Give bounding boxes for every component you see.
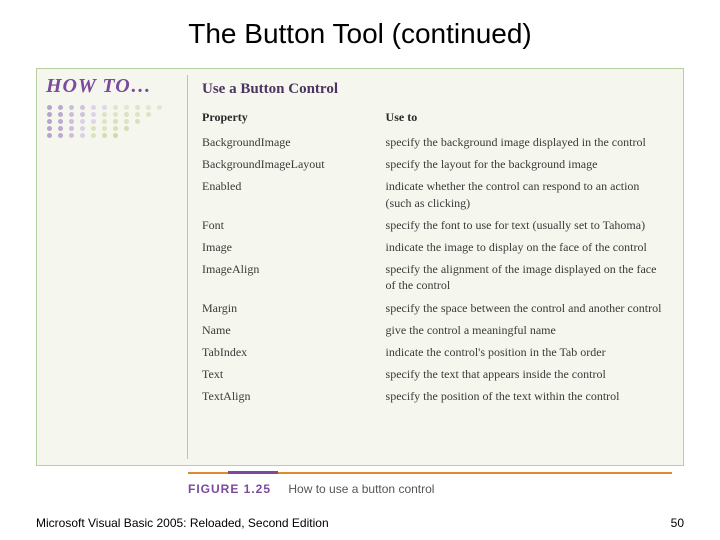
slide-footer: Microsoft Visual Basic 2005: Reloaded, S… bbox=[36, 516, 684, 530]
column-header-property: Property bbox=[188, 108, 372, 131]
slide-title: The Button Tool (continued) bbox=[0, 0, 720, 60]
figure-box: HOW TO… Use a Button Control Property Us… bbox=[36, 68, 684, 466]
table-row: ImageAlignspecify the alignment of the i… bbox=[188, 258, 671, 296]
property-use: specify the font to use for text (usuall… bbox=[372, 214, 671, 236]
property-table: Property Use to BackgroundImagespecify t… bbox=[188, 108, 671, 407]
property-name: TabIndex bbox=[188, 341, 372, 363]
column-header-use: Use to bbox=[372, 108, 671, 131]
table-row: Textspecify the text that appears inside… bbox=[188, 363, 671, 385]
property-name: ImageAlign bbox=[188, 258, 372, 296]
property-name: TextAlign bbox=[188, 385, 372, 407]
decorative-dot-grid bbox=[47, 103, 168, 138]
howto-label: HOW TO… bbox=[46, 75, 152, 98]
property-use: indicate the image to display on the fac… bbox=[372, 236, 671, 258]
property-name: Image bbox=[188, 236, 372, 258]
property-use: specify the space between the control an… bbox=[372, 297, 671, 319]
property-name: Name bbox=[188, 319, 372, 341]
figure-label: FIGURE 1.25 bbox=[188, 482, 271, 496]
property-name: Enabled bbox=[188, 175, 372, 213]
property-use: specify the position of the text within … bbox=[372, 385, 671, 407]
table-row: BackgroundImageLayoutspecify the layout … bbox=[188, 153, 671, 175]
property-use: specify the layout for the background im… bbox=[372, 153, 671, 175]
table-row: Marginspecify the space between the cont… bbox=[188, 297, 671, 319]
property-name: BackgroundImageLayout bbox=[188, 153, 372, 175]
property-use: indicate the control's position in the T… bbox=[372, 341, 671, 363]
property-name: Margin bbox=[188, 297, 372, 319]
table-row: Imageindicate the image to display on th… bbox=[188, 236, 671, 258]
table-row: Fontspecify the font to use for text (us… bbox=[188, 214, 671, 236]
property-name: Text bbox=[188, 363, 372, 385]
table-row: TextAlignspecify the position of the tex… bbox=[188, 385, 671, 407]
section-title: Use a Button Control bbox=[188, 75, 671, 108]
property-name: Font bbox=[188, 214, 372, 236]
page-number: 50 bbox=[671, 516, 684, 530]
property-use: give the control a meaningful name bbox=[372, 319, 671, 341]
content-area: Use a Button Control Property Use to Bac… bbox=[187, 75, 671, 459]
table-row: BackgroundImagespecify the background im… bbox=[188, 131, 671, 153]
table-row: Enabledindicate whether the control can … bbox=[188, 175, 671, 213]
property-use: indicate whether the control can respond… bbox=[372, 175, 671, 213]
property-use: specify the alignment of the image displ… bbox=[372, 258, 671, 296]
table-row: TabIndexindicate the control's position … bbox=[188, 341, 671, 363]
property-use: specify the background image displayed i… bbox=[372, 131, 671, 153]
figure-caption: FIGURE 1.25 How to use a button control bbox=[188, 482, 434, 496]
property-use: specify the text that appears inside the… bbox=[372, 363, 671, 385]
footer-left: Microsoft Visual Basic 2005: Reloaded, S… bbox=[36, 516, 329, 530]
property-name: BackgroundImage bbox=[188, 131, 372, 153]
divider-accent bbox=[228, 471, 278, 474]
figure-caption-text: How to use a button control bbox=[288, 482, 434, 496]
table-row: Namegive the control a meaningful name bbox=[188, 319, 671, 341]
